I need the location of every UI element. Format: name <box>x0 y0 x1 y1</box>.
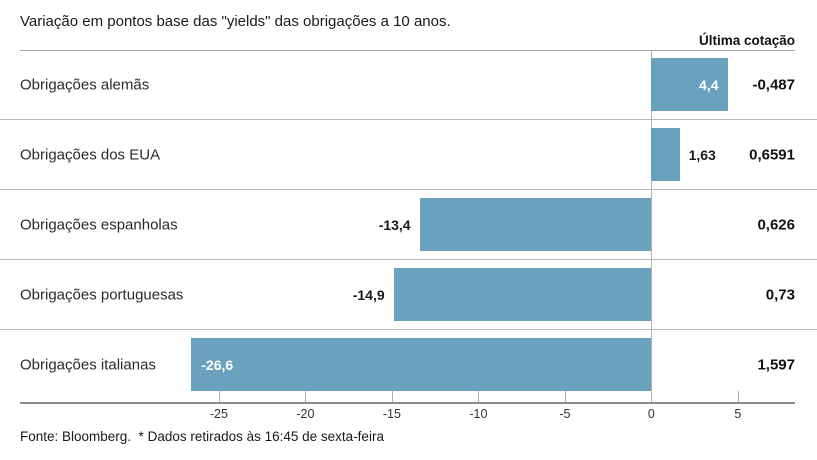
tick-mark <box>305 391 307 402</box>
bar-row: Obrigações espanholas 0,626 <box>0 190 817 260</box>
bar: -14,9 <box>353 268 652 321</box>
x-axis-line <box>20 402 795 404</box>
last-quote-value: 0,73 <box>765 286 795 303</box>
tick-label: 5 <box>734 407 742 421</box>
chart-rows: Obrigações alemãs -0,487 Obrigações dos … <box>0 50 817 400</box>
bar: -13,4 <box>379 198 652 251</box>
bar-row: Obrigações italianas 1,597 <box>0 330 817 400</box>
bar-value-label: 1,63 <box>688 146 716 163</box>
plot-area: 4,4 1,63 -13,4 -14,9 -26,6 -25 -20 -15 -… <box>20 50 795 421</box>
row-label: Obrigações alemãs <box>20 76 150 93</box>
tick-mark <box>737 391 739 402</box>
bar: 1,63 <box>651 128 716 181</box>
last-quote-value: 0,6591 <box>749 146 795 163</box>
tick-label: -15 <box>382 407 401 421</box>
bar: 4,4 <box>651 58 728 111</box>
row-label: Obrigações dos EUA <box>20 146 161 163</box>
last-quote-value: 1,597 <box>757 356 795 374</box>
tick-label: -10 <box>469 407 488 421</box>
tick-label: -20 <box>296 407 315 421</box>
last-quote-value: -0,487 <box>752 76 795 93</box>
row-label: Obrigações espanholas <box>20 216 178 233</box>
bar-value-label: -14,9 <box>352 286 385 303</box>
tick-mark <box>218 391 220 402</box>
header-divider <box>20 50 795 51</box>
bar-value-label: -26,6 <box>201 356 234 373</box>
bar-row: Obrigações alemãs -0,487 <box>0 50 817 120</box>
tick-mark <box>391 391 393 402</box>
last-quote-header: Última cotação <box>698 33 795 48</box>
bar-value-label: -13,4 <box>378 216 411 233</box>
zero-axis-line <box>651 50 653 402</box>
tick-mark <box>651 391 653 402</box>
row-label: Obrigações italianas <box>20 356 156 374</box>
tick-mark <box>564 391 566 402</box>
bar-row: Obrigações portuguesas 0,73 <box>0 260 817 330</box>
bar: -26,6 <box>191 338 652 391</box>
tick-label: -5 <box>559 407 571 421</box>
tick-label: -25 <box>209 407 228 421</box>
row-label: Obrigações portuguesas <box>20 286 184 303</box>
page-title: Variação em pontos base das "yields" das… <box>20 13 451 30</box>
last-quote-value: 0,626 <box>757 216 795 233</box>
footer-note: Fonte: Bloomberg. * Dados retirados às 1… <box>20 429 384 444</box>
tick-mark <box>478 391 480 402</box>
bar-value-label: 4,4 <box>699 76 719 93</box>
bar-row: Obrigações dos EUA 0,6591 <box>0 120 817 190</box>
tick-label: 0 <box>647 407 655 421</box>
